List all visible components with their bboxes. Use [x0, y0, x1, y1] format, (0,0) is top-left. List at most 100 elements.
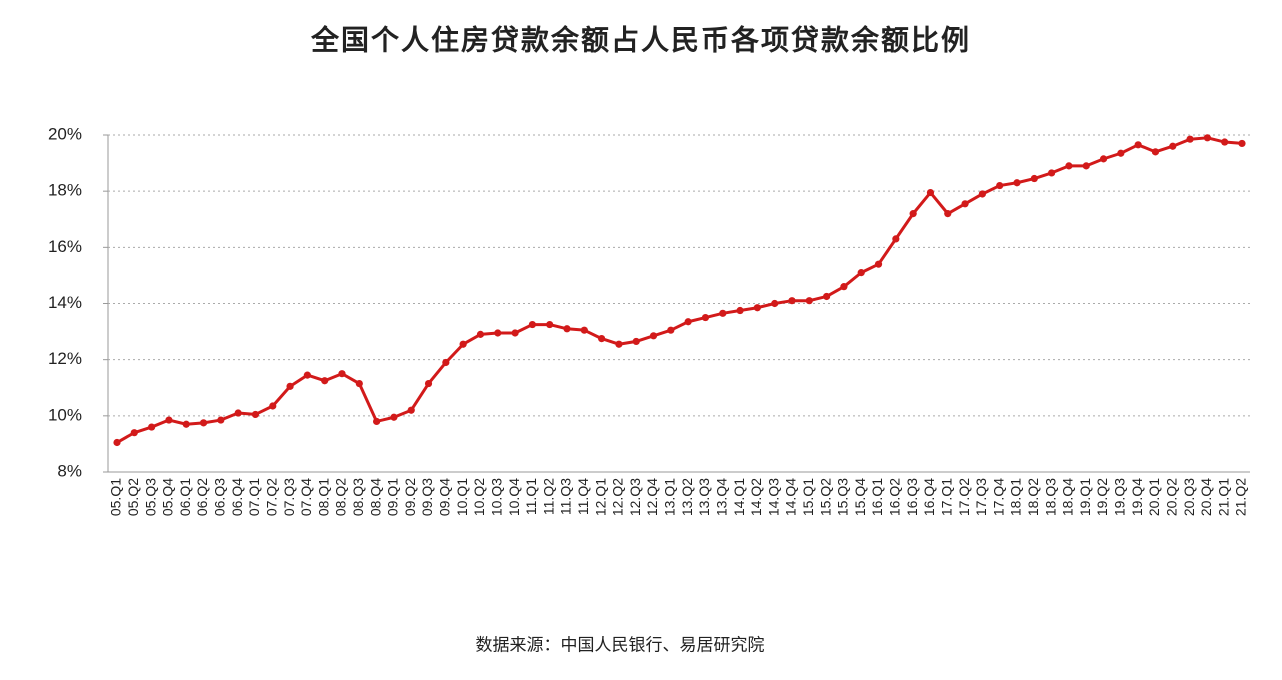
x-tick-label: 08.Q3 [350, 478, 366, 516]
y-tick-label: 10% [48, 405, 82, 424]
x-tick-label: 21.Q2 [1233, 478, 1249, 516]
point [701, 313, 710, 322]
point [1238, 139, 1246, 148]
y-tick-label: 16% [48, 237, 82, 256]
point [459, 340, 467, 348]
point [476, 330, 485, 338]
x-tick-label: 09.Q4 [437, 478, 453, 516]
x-tick-label: 07.Q3 [281, 478, 297, 516]
point [528, 320, 536, 329]
point [546, 320, 554, 329]
y-tick-label: 20% [48, 124, 82, 143]
x-tick-label: 14.Q3 [765, 478, 781, 516]
x-tick-label: 12.Q1 [592, 478, 608, 516]
point [1169, 142, 1177, 150]
x-tick-label: 06.Q1 [177, 478, 193, 516]
x-tick-label: 08.Q2 [333, 478, 349, 516]
point [1203, 134, 1211, 142]
point [1030, 174, 1038, 183]
y-tick-label: 18% [48, 181, 82, 200]
x-tick-label: 11.Q4 [575, 478, 591, 515]
point [217, 416, 225, 424]
point [113, 438, 121, 447]
x-tick-label: 06.Q2 [194, 478, 210, 516]
x-tick-label: 06.Q4 [229, 478, 245, 516]
x-tick-label: 11.Q1 [523, 478, 539, 515]
point [719, 309, 727, 317]
x-tick-label: 18.Q4 [1060, 478, 1076, 516]
x-tick-label: 11.Q3 [558, 478, 574, 515]
x-tick-label: 18.Q3 [1042, 478, 1058, 516]
x-tick-label: 13.Q4 [713, 478, 729, 516]
chart-title: 全国个人住房贷款余额占人民币各项贷款余额比例 [310, 24, 971, 57]
point [771, 299, 779, 308]
point [494, 329, 502, 337]
point [598, 335, 606, 343]
x-tick-label: 17.Q4 [990, 478, 1006, 516]
x-tick-label: 15.Q3 [835, 478, 851, 516]
x-tick-label: 18.Q1 [1008, 478, 1024, 516]
point [1186, 135, 1194, 143]
x-tick-label: 19.Q3 [1112, 478, 1128, 516]
x-tick-label: 08.Q1 [315, 478, 331, 516]
point [1048, 169, 1056, 177]
x-tick-label: 21.Q1 [1215, 478, 1231, 516]
point [805, 297, 813, 305]
x-tick-label: 16.Q2 [887, 478, 903, 516]
x-tick-label: 12.Q4 [644, 478, 660, 516]
y-tick-label: 8% [57, 461, 82, 480]
x-tick-label: 05.Q2 [125, 478, 141, 516]
point [753, 304, 761, 312]
point [165, 416, 173, 424]
point [580, 326, 588, 334]
point [563, 325, 571, 333]
x-tick-label: 17.Q3 [973, 478, 989, 516]
x-tick-label: 07.Q1 [246, 478, 262, 516]
point [355, 379, 363, 388]
point [199, 419, 208, 427]
x-tick-label: 19.Q4 [1129, 478, 1145, 516]
x-tick-label: 07.Q4 [298, 478, 314, 516]
point [407, 406, 415, 414]
point [321, 377, 329, 385]
point [684, 318, 692, 326]
x-tick-label: 10.Q3 [488, 478, 504, 516]
x-tick-label: 14.Q2 [748, 478, 764, 516]
point [269, 402, 277, 410]
y-tick-label: 12% [48, 349, 82, 368]
x-tick-label: 16.Q4 [921, 478, 937, 516]
x-tick-label: 14.Q1 [731, 478, 747, 516]
point [511, 329, 519, 337]
point [182, 420, 190, 428]
point [632, 337, 640, 346]
point [1151, 148, 1160, 156]
point [840, 283, 848, 291]
point [1221, 138, 1229, 146]
x-tick-label: 05.Q1 [108, 478, 124, 516]
point [442, 358, 450, 367]
x-tick-label: 17.Q2 [956, 478, 972, 516]
point [926, 188, 935, 197]
point [373, 417, 381, 426]
x-tick-label: 16.Q1 [869, 478, 885, 516]
line [116, 136, 1243, 444]
x-tick-label: 05.Q3 [142, 478, 158, 516]
x-tick-label: 13.Q3 [696, 478, 712, 516]
point [390, 413, 398, 421]
x-tick-label: 16.Q3 [904, 478, 920, 516]
x-tick-label: 19.Q2 [1094, 478, 1110, 516]
point [874, 260, 883, 268]
x-tick-label: 15.Q4 [852, 478, 868, 516]
point [234, 409, 242, 417]
point [1013, 179, 1021, 187]
x-tick-label: 15.Q2 [817, 478, 833, 516]
x-tick-label: 09.Q1 [385, 478, 401, 516]
point [736, 306, 744, 315]
x-tick-label: 19.Q1 [1077, 478, 1093, 516]
point [303, 371, 311, 379]
x-tick-label: 17.Q1 [938, 478, 954, 516]
y-tick-label: 14% [48, 293, 82, 312]
point [649, 332, 658, 340]
point [909, 210, 917, 218]
